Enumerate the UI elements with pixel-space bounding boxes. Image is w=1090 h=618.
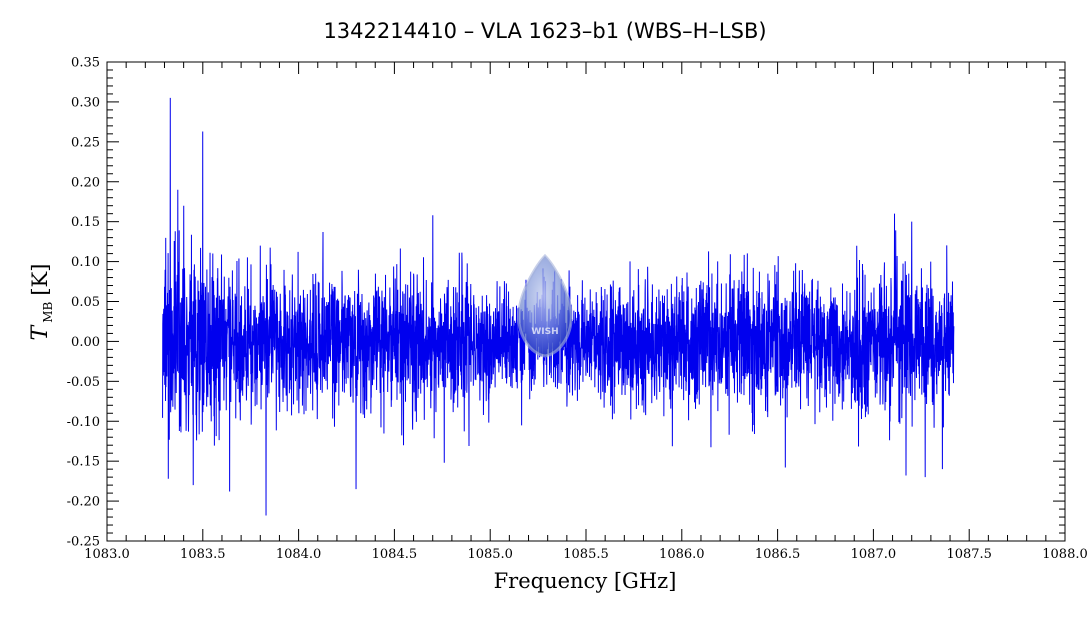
y-tick-label: 0.20 [71,175,100,190]
y-axis-ticks [107,61,1065,542]
y-tick-label: 0.05 [71,295,100,310]
y-tick-label: 0.35 [71,56,100,71]
y-tick-label: 0.25 [71,135,100,150]
y-axis-label: TMB [K] [28,264,55,341]
x-tick-label: 1087.5 [946,547,992,562]
x-tick-label: 1084.0 [276,547,322,562]
chart-title: 1342214410 – VLA 1623–b1 (WBS–H–LSB) [323,19,766,43]
x-tick-label: 1083.0 [84,547,130,562]
watermark-text: WISH [531,327,558,337]
x-tick-label: 1084.5 [372,547,418,562]
x-tick-label: 1085.5 [563,547,609,562]
y-tick-label: -0.10 [67,415,100,430]
y-tick-label: -0.15 [67,455,100,470]
y-tick-label: -0.20 [67,495,100,510]
wish-watermark-logo: WISH [517,253,573,358]
y-tick-label: -0.05 [67,375,100,390]
y-axis-tick-labels: -0.25 -0.20 -0.15 -0.10 -0.05 0.00 0.05 0.10 0.1… [67,56,100,550]
x-tick-label: 1086.0 [659,547,705,562]
y-axis-label-unit: [K] [28,264,52,296]
x-tick-label: 1088.0 [1042,547,1088,562]
y-tick-label: -0.25 [67,535,100,550]
x-tick-label: 1085.0 [467,547,513,562]
y-tick-label: 0.00 [71,335,100,350]
x-axis-ticks [106,62,1066,541]
x-tick-label: 1083.5 [180,547,226,562]
x-axis-tick-labels: 1083.0 1083.5 1084.0 1084.5 1085.0 1085.5 1086… [84,547,1088,562]
x-tick-label: 1087.0 [851,547,897,562]
y-axis-label-symbol: T [28,323,53,340]
x-tick-label: 1086.5 [755,547,801,562]
y-axis-label-subscript: MB [41,301,55,322]
y-tick-label: 0.10 [71,255,100,270]
y-tick-label: 0.15 [71,215,100,230]
x-axis-label: Frequency [GHz] [494,569,677,593]
y-tick-label: 0.30 [71,95,100,110]
